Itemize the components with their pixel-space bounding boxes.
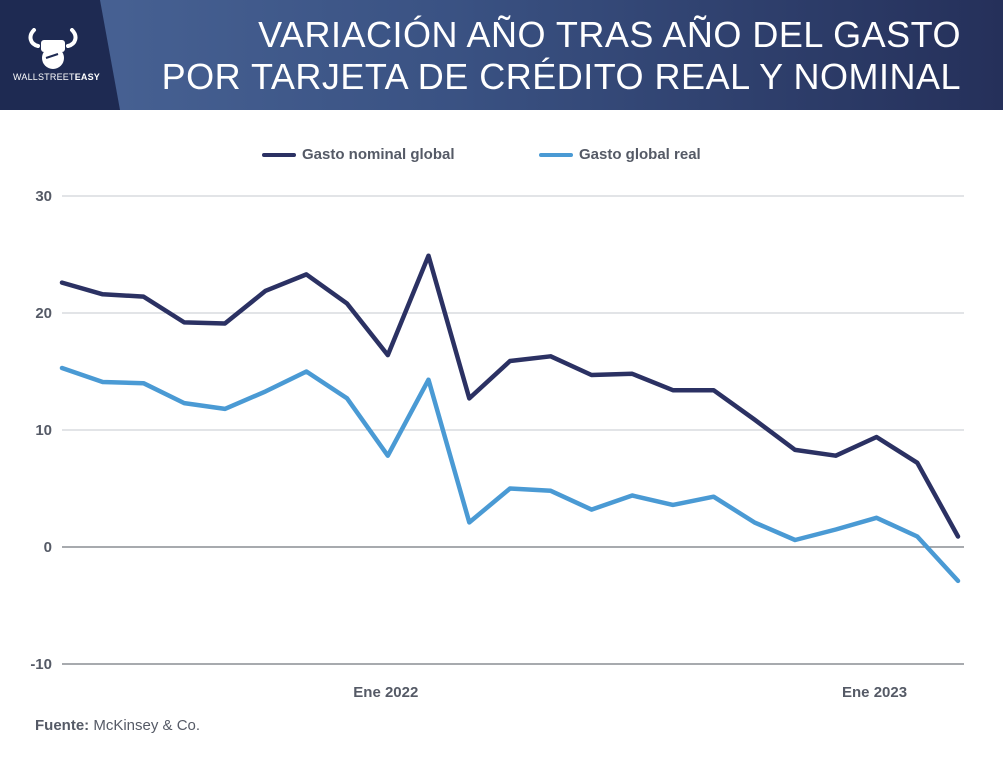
legend-label-nominal: Gasto nominal global	[302, 146, 455, 163]
y-tick-label: 0	[44, 539, 52, 556]
x-tick-label: Ene 2023	[842, 684, 907, 701]
legend-label-real: Gasto global real	[579, 146, 701, 163]
legend-item-nominal: Gasto nominal global	[262, 146, 455, 163]
x-tick-label: Ene 2022	[353, 684, 418, 701]
title-line-2: POR TARJETA DE CRÉDITO REAL Y NOMINAL	[161, 56, 961, 97]
source-note: Fuente: McKinsey & Co.	[35, 717, 201, 734]
legend-item-real: Gasto global real	[539, 146, 701, 163]
y-tick-label: 30	[35, 188, 52, 205]
series-line-real	[59, 365, 961, 584]
legend-swatch-real	[539, 152, 573, 157]
legend-swatch-nominal	[262, 152, 296, 157]
series-line-nominal	[59, 253, 961, 539]
brand-name: WALLSTREETEASY	[13, 72, 100, 82]
title-line-1: VARIACIÓN AÑO TRAS AÑO DEL GASTO	[258, 14, 961, 55]
bull-fist-logo-icon	[28, 28, 78, 69]
y-tick-label: -10	[30, 656, 52, 673]
chart-header: WALLSTREETEASY VARIACIÓN AÑO TRAS AÑO DE…	[0, 0, 1003, 110]
logo-panel: WALLSTREETEASY	[0, 0, 120, 110]
y-tick-label: 20	[35, 305, 52, 322]
chart-title: VARIACIÓN AÑO TRAS AÑO DEL GASTO POR TAR…	[162, 14, 961, 98]
y-tick-label: 10	[35, 422, 52, 439]
